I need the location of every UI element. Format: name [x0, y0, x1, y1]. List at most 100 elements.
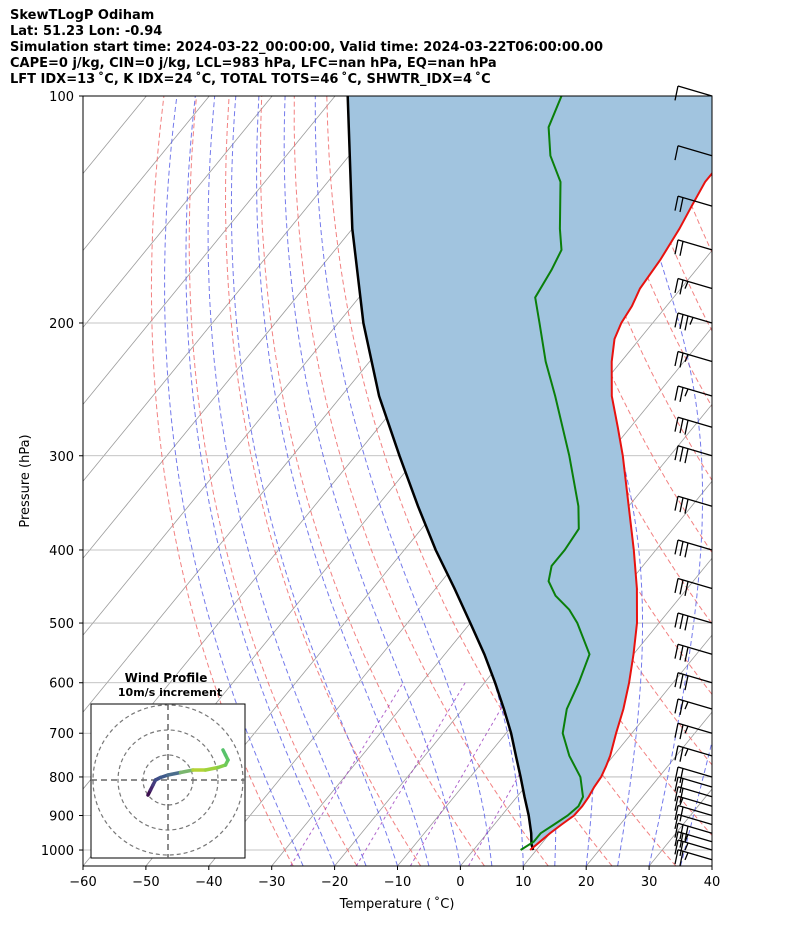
- wind-barb-flag: [674, 823, 679, 838]
- header: SkewTLogP Odiham Lat: 51.23 Lon: -0.94 S…: [10, 8, 603, 88]
- y-tick-label: 900: [49, 810, 74, 825]
- wind-barb-staff: [677, 385, 713, 397]
- wind-barb-flag: [679, 674, 684, 689]
- wind-barb: [674, 385, 713, 403]
- wind-barb-flag: [684, 826, 689, 841]
- wind-barb-flag: [684, 499, 689, 514]
- temperature-line: [529, 171, 712, 851]
- hodograph-subtitle: 10m/s increment: [118, 686, 222, 699]
- wind-barb-staff: [677, 239, 713, 251]
- wind-barb-staff: [677, 312, 713, 324]
- wind-barb: [674, 786, 713, 803]
- wind-barb-flag: [674, 776, 679, 792]
- wind-barb: [674, 804, 713, 822]
- location-line: Lat: 51.23 Lon: -0.94: [10, 24, 163, 39]
- wind-barb: [674, 312, 713, 331]
- wind-barb-flag: [674, 612, 679, 628]
- wind-barb-flag: [679, 352, 684, 368]
- wind-barb-flag: [684, 725, 689, 734]
- hodograph-segment: [166, 770, 183, 777]
- wind-barb-flag: [674, 805, 679, 821]
- dry-adiabat: [783, 96, 794, 866]
- y-tick-label: 400: [49, 544, 74, 559]
- y-tick-label: 200: [49, 317, 74, 332]
- wind-barb: [674, 85, 713, 101]
- wind-barb-staff: [677, 849, 713, 861]
- mixing-ratio-line: [468, 682, 572, 866]
- wind-barb: [674, 672, 713, 691]
- wind-barb-flag: [674, 672, 679, 688]
- wind-barb-flag: [674, 698, 679, 714]
- wind-barb-flag: [684, 701, 689, 710]
- wind-barb-flag: [674, 539, 679, 555]
- moist-adiabat: [256, 96, 430, 866]
- wind-barb: [674, 795, 713, 811]
- dewpoint-line: [520, 96, 591, 851]
- wind-barb: [674, 722, 713, 740]
- y-tick-label: 100: [49, 90, 74, 105]
- wind-barb-flag: [684, 388, 689, 397]
- x-axis-label: Temperature ( ˚C): [339, 896, 455, 912]
- moist-adiabat: [283, 96, 461, 866]
- wind-barb: [674, 495, 713, 514]
- wind-barb-flag: [674, 445, 679, 461]
- wind-barb-flag: [684, 420, 689, 435]
- wind-barb-staff: [677, 813, 713, 826]
- dry-adiabat: [224, 96, 422, 866]
- moist-adiabat: [611, 96, 704, 866]
- wind-barb-staff: [677, 145, 713, 157]
- wind-barb-flag: [679, 700, 684, 715]
- x-tick-label: −10: [384, 875, 411, 890]
- wind-barb-flag: [679, 824, 684, 840]
- wind-barb-staff: [677, 776, 713, 788]
- wind-barb-staff: [677, 277, 713, 290]
- isotherm: [83, 96, 273, 329]
- wind-barb-staff: [677, 577, 713, 590]
- wind-barb-flag: [679, 841, 684, 857]
- wind-barb-flag: [679, 197, 684, 213]
- hodograph-segment: [221, 748, 228, 757]
- wind-barb: [674, 277, 713, 295]
- moist-adiabat: [207, 96, 367, 866]
- wind-barb-flag: [679, 614, 684, 630]
- dry-adiabat: [684, 96, 712, 171]
- moist-adiabat: [164, 96, 304, 866]
- x-tick-label: −60: [69, 875, 96, 890]
- wind-barb: [674, 612, 713, 631]
- wind-barb-flag: [679, 541, 684, 556]
- wind-barb-flag: [674, 351, 679, 367]
- wind-barb-staff: [677, 445, 713, 457]
- x-tick-label: −20: [321, 875, 348, 890]
- wind-barb-flag: [679, 645, 684, 661]
- wind-barb-flag: [679, 797, 684, 806]
- wind-barb-staff: [677, 766, 713, 778]
- x-tick-label: 10: [515, 875, 532, 890]
- wind-barb-staff: [677, 539, 713, 551]
- wind-barb-flag: [679, 497, 684, 513]
- x-tick-label: 20: [578, 875, 595, 890]
- wind-barb-staff: [677, 745, 713, 757]
- wind-barb-staff: [677, 612, 713, 624]
- wind-barb-flag: [674, 145, 679, 161]
- wind-barb-flag: [674, 814, 679, 830]
- y-tick-label: 800: [49, 771, 74, 786]
- wind-barb-staff: [677, 804, 713, 817]
- wind-barb-flag: [674, 839, 679, 855]
- wind-barb-flag: [679, 851, 684, 866]
- wind-barb-flag: [674, 723, 679, 738]
- wind-barb: [674, 350, 713, 368]
- wind-barb: [674, 766, 713, 783]
- wind-barb-flag: [674, 796, 679, 811]
- hodograph-title: Wind Profile: [125, 671, 208, 685]
- wind-barb: [674, 195, 713, 213]
- wind-barb: [674, 839, 713, 857]
- wind-barb-staff: [677, 672, 713, 684]
- wind-barb-flag: [684, 748, 689, 757]
- wind-barb-flag: [674, 417, 679, 432]
- wind-barb-flag: [674, 831, 679, 847]
- wind-barb: [674, 698, 713, 715]
- wind-barb-flag: [679, 768, 684, 783]
- wind-barb: [674, 539, 713, 558]
- wind-barb-flag: [679, 241, 684, 256]
- isotherm: [334, 403, 712, 866]
